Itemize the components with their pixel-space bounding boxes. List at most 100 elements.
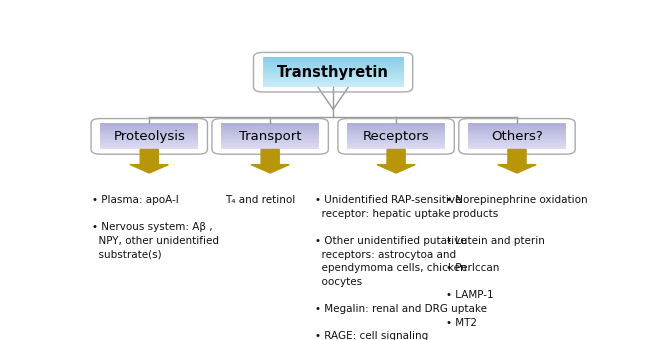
Bar: [263, 59, 404, 60]
Bar: [221, 135, 319, 136]
Bar: [100, 131, 198, 133]
Bar: [468, 131, 566, 133]
Bar: [100, 137, 198, 139]
Bar: [221, 145, 319, 147]
Bar: [347, 140, 445, 141]
Text: • Norepinephrine oxidation
  products

• Lutein and pterin

• Perlccan

• LAMP-1: • Norepinephrine oxidation products • Lu…: [447, 195, 588, 328]
Bar: [347, 144, 445, 146]
Bar: [221, 137, 319, 139]
Bar: [263, 69, 404, 70]
Bar: [100, 127, 198, 129]
Bar: [468, 135, 566, 136]
Text: Transthyretin: Transthyretin: [277, 65, 389, 80]
Bar: [263, 82, 404, 83]
Bar: [263, 83, 404, 84]
Bar: [347, 134, 445, 135]
Text: Transport: Transport: [239, 130, 302, 143]
Bar: [468, 141, 566, 143]
Bar: [100, 141, 198, 143]
Bar: [468, 147, 566, 148]
Bar: [221, 143, 319, 144]
Bar: [347, 124, 445, 126]
Bar: [263, 67, 404, 68]
Bar: [100, 144, 198, 146]
Bar: [347, 137, 445, 139]
Bar: [263, 58, 404, 59]
Text: T₄ and retinol: T₄ and retinol: [225, 195, 295, 205]
Bar: [263, 57, 404, 58]
Bar: [468, 123, 566, 124]
Bar: [100, 145, 198, 147]
Bar: [221, 131, 319, 133]
Bar: [263, 76, 404, 77]
Bar: [100, 148, 198, 150]
Bar: [263, 81, 404, 82]
Bar: [263, 66, 404, 67]
Bar: [263, 84, 404, 85]
Bar: [347, 141, 445, 143]
Bar: [263, 86, 404, 87]
Polygon shape: [498, 150, 536, 173]
Text: Others?: Others?: [491, 130, 543, 143]
Bar: [468, 125, 566, 127]
Bar: [263, 62, 404, 63]
Bar: [347, 139, 445, 140]
Bar: [263, 85, 404, 86]
Bar: [100, 147, 198, 148]
Bar: [100, 143, 198, 144]
Bar: [221, 139, 319, 140]
Bar: [347, 136, 445, 138]
Bar: [468, 145, 566, 147]
Bar: [221, 132, 319, 134]
Bar: [100, 128, 198, 130]
Bar: [263, 65, 404, 66]
Bar: [347, 143, 445, 144]
Bar: [347, 131, 445, 133]
Bar: [263, 77, 404, 78]
Bar: [100, 136, 198, 138]
Bar: [221, 136, 319, 138]
Bar: [263, 79, 404, 80]
Polygon shape: [251, 150, 289, 173]
Bar: [100, 124, 198, 126]
Bar: [468, 148, 566, 150]
Bar: [221, 128, 319, 130]
Bar: [468, 132, 566, 134]
Bar: [263, 73, 404, 74]
Bar: [468, 143, 566, 144]
Bar: [263, 60, 404, 61]
Bar: [468, 144, 566, 146]
Bar: [347, 123, 445, 124]
Bar: [347, 127, 445, 129]
Bar: [468, 136, 566, 138]
Bar: [347, 132, 445, 134]
Bar: [221, 140, 319, 141]
Bar: [263, 75, 404, 76]
Bar: [468, 140, 566, 141]
Bar: [221, 134, 319, 135]
Bar: [263, 70, 404, 71]
Bar: [263, 61, 404, 62]
Bar: [347, 128, 445, 130]
Bar: [468, 128, 566, 130]
Bar: [100, 139, 198, 140]
Bar: [263, 71, 404, 72]
Bar: [221, 141, 319, 143]
Bar: [347, 145, 445, 147]
Text: Receptors: Receptors: [363, 130, 430, 143]
Bar: [221, 124, 319, 126]
Bar: [468, 124, 566, 126]
Bar: [100, 135, 198, 136]
Text: • Plasma: apoA-I

• Nervous system: Aβ ,
  NPY, other unidentified
  substrate(s: • Plasma: apoA-I • Nervous system: Aβ , …: [92, 195, 219, 260]
Polygon shape: [130, 150, 168, 173]
Text: • Unidentified RAP-sensitive
  receptor: hepatic uptake

• Other unidentified pu: • Unidentified RAP-sensitive receptor: h…: [315, 195, 488, 340]
Bar: [263, 74, 404, 75]
Bar: [221, 147, 319, 148]
Text: Proteolysis: Proteolysis: [113, 130, 185, 143]
Bar: [347, 130, 445, 131]
Bar: [263, 80, 404, 81]
Bar: [468, 137, 566, 139]
Bar: [221, 130, 319, 131]
Bar: [468, 139, 566, 140]
Bar: [221, 144, 319, 146]
